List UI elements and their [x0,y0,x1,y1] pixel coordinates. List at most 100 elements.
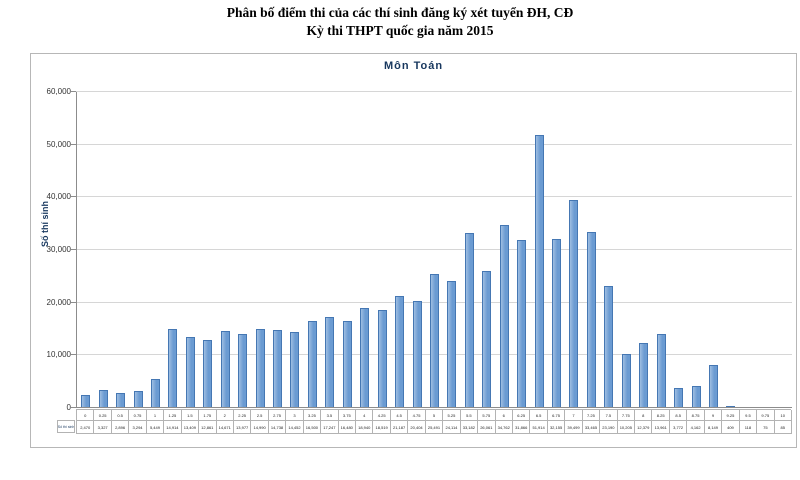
bar-slot [530,92,547,408]
y-tick [71,143,76,145]
count-cell: 16,480 [337,420,356,434]
bar[interactable] [639,342,649,408]
bar[interactable] [325,317,335,408]
bar[interactable] [203,340,213,408]
count-cell: 51,914 [529,420,547,434]
bar-slot [147,92,164,408]
bar[interactable] [377,310,387,408]
count-cell: 24,114 [442,420,460,434]
bar[interactable] [168,329,178,408]
bar[interactable] [708,365,718,408]
count-cell: 32,155 [546,420,565,434]
count-cell: 34,762 [494,420,512,434]
count-cell: 13,409 [180,420,199,434]
bar-slot [339,92,356,408]
bar-slot [740,92,757,408]
data-table: Số thí sinh 0 0.25 0.5 0.75 1 1.25 1.5 1.75 2 2.2… [57,409,792,434]
bar[interactable] [185,337,195,408]
count-cell: 33,182 [459,420,478,434]
bar[interactable] [412,300,422,408]
y-tick [71,249,76,250]
count-cell: 118 [738,420,757,434]
bar[interactable] [656,334,666,408]
count-cell: 75 [756,420,774,434]
bar[interactable] [674,388,684,408]
count-cell: 20,404 [407,420,425,434]
count-cell: 13,961 [651,420,669,434]
bar[interactable] [517,240,527,408]
y-tick [71,407,76,408]
bar-slot [548,92,565,408]
bar[interactable] [273,330,283,408]
bar-slot [600,92,617,408]
bar[interactable] [499,224,509,408]
x-axis-line [76,407,792,408]
count-cell: 5,449 [145,420,164,434]
y-tick-label: 10,000 [46,350,71,360]
bar[interactable] [307,321,317,408]
count-cell: 18,940 [355,420,373,434]
y-tick [71,354,76,356]
bar-slot [217,92,234,408]
count-cell: 8,149 [703,420,722,434]
bar-slot [513,92,530,408]
bar[interactable] [395,296,405,408]
bar[interactable] [360,308,370,408]
bar-slot [199,92,216,408]
count-cell: 39,499 [564,420,582,434]
count-cell: 3,294 [128,420,146,434]
bar[interactable] [290,331,300,408]
bar-slot [461,92,478,408]
count-cell: 14,671 [215,420,233,434]
bar-slot [583,92,600,408]
bar-slot [408,92,425,408]
bar-slot [496,92,513,408]
bar-slot [129,92,146,408]
bar-slot [251,92,268,408]
bar-slot [757,92,774,408]
count-cell: 31,866 [511,420,530,434]
table-count-row: 2,470 3,327 2,896 3,294 5,449 14,914 13,409 12,… [76,420,792,434]
bar[interactable] [429,273,439,408]
bar[interactable] [447,281,457,408]
bar[interactable] [604,285,614,408]
bar[interactable] [255,329,265,408]
bar-slot [565,92,582,408]
bar[interactable] [569,199,579,408]
bars [77,92,792,408]
bar-slot [112,92,129,408]
bar[interactable] [534,134,544,408]
y-axis-line [76,92,77,408]
bar[interactable] [464,233,474,408]
gridline [76,196,792,198]
bar[interactable] [98,390,108,408]
bar[interactable] [238,334,248,408]
bar[interactable] [552,238,562,408]
count-cell: 4,162 [686,420,704,434]
y-tick-label: 30,000 [46,245,71,254]
bar[interactable] [726,405,736,408]
count-cell: 3,327 [93,420,111,434]
bar[interactable] [691,386,701,408]
bar[interactable] [116,392,126,408]
count-cell: 2,896 [110,420,129,434]
bar-slot [286,92,303,408]
count-cell: 85 [773,420,791,434]
bar[interactable] [586,231,596,408]
count-cell: 25,491 [424,420,443,434]
bar[interactable] [81,395,91,408]
y-tick-label: 0 [66,403,71,412]
bar[interactable] [482,270,492,408]
bar[interactable] [342,321,352,408]
bar-slot [705,92,722,408]
count-cell: 409 [721,420,739,434]
gridline [76,91,792,92]
bar[interactable] [621,354,631,408]
bar[interactable] [133,390,143,408]
count-cell: 18,519 [372,420,390,434]
count-cell: 14,990 [250,420,268,434]
bar[interactable] [220,330,230,408]
page-title-line2: Kỳ thi THPT quốc gia năm 2015 [306,22,494,38]
bar[interactable] [150,379,160,408]
bar-slot [443,92,460,408]
